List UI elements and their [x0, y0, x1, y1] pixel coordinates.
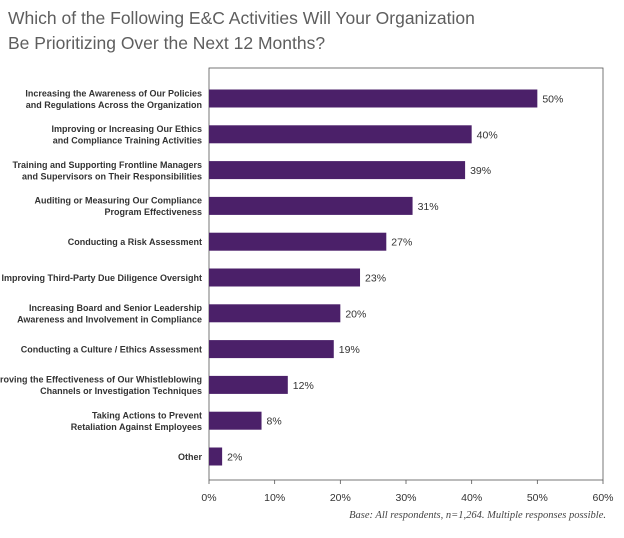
- category-label-line: and Regulations Across the Organization: [26, 100, 202, 110]
- category-label-line: and Supervisors on Their Responsibilitie…: [22, 171, 202, 181]
- chart-title-line: Which of the Following E&C Activities Wi…: [8, 8, 475, 28]
- category-label: Conducting a Risk Assessment: [68, 237, 202, 247]
- chart-title: Which of the Following E&C Activities Wi…: [8, 6, 608, 56]
- bar: [209, 125, 472, 144]
- value-label: 20%: [345, 308, 366, 320]
- category-label-line: Conducting a Culture / Ethics Assessment: [21, 345, 202, 355]
- category-label-line: Auditing or Measuring Our Compliance: [34, 196, 202, 206]
- category-label-line: Program Effectiveness: [104, 207, 202, 217]
- category-label-line: Increasing the Awareness of Our Policies: [25, 88, 202, 98]
- value-label: 19%: [339, 344, 360, 356]
- category-label-line: Improving the Effectiveness of Our Whist…: [0, 375, 202, 385]
- value-label: 12%: [293, 380, 314, 392]
- x-tick-label: 50%: [527, 492, 548, 504]
- value-label: 2%: [227, 452, 242, 464]
- x-tick-label: 10%: [264, 492, 285, 504]
- bar: [209, 89, 538, 108]
- value-label: 27%: [391, 237, 412, 249]
- x-tick-label: 30%: [395, 492, 416, 504]
- category-label: Improving the Effectiveness of Our Whist…: [0, 375, 202, 397]
- footnote: Base: All respondents, n=1,264. Multiple…: [349, 510, 606, 521]
- bar: [209, 268, 361, 287]
- bar: [209, 411, 262, 430]
- bar: [209, 340, 334, 359]
- bar: [209, 161, 466, 180]
- chart-title-line: Be Prioritizing Over the Next 12 Months?: [8, 33, 326, 53]
- bar: [209, 447, 223, 466]
- category-label: Increasing the Awareness of Our Policies…: [25, 88, 202, 110]
- category-label-line: Retaliation Against Employees: [71, 422, 202, 432]
- category-label: Increasing Board and Senior Leadership Aw…: [17, 303, 202, 325]
- x-tick-label: 20%: [330, 492, 351, 504]
- category-label-line: Training and Supporting Frontline Manage…: [12, 160, 202, 170]
- category-label: Improving or Increasing Our Ethics and Co…: [51, 124, 202, 146]
- value-label: 23%: [365, 273, 386, 285]
- bar: [209, 196, 413, 215]
- bar: [209, 232, 387, 251]
- category-label-line: and Compliance Training Activities: [53, 136, 202, 146]
- category-label: Auditing or Measuring Our Compliance Prog…: [34, 196, 202, 218]
- x-tick-label: 40%: [461, 492, 482, 504]
- category-label-line: Improving or Increasing Our Ethics: [51, 124, 202, 134]
- bar: [209, 304, 341, 323]
- category-label: Conducting a Culture / Ethics Assessment: [21, 345, 202, 355]
- value-label: 50%: [542, 94, 563, 106]
- value-label: 40%: [477, 129, 498, 141]
- category-label-line: Awareness and Involvement in Compliance: [17, 315, 202, 325]
- x-tick-label: 0%: [201, 492, 216, 504]
- bar: [209, 375, 288, 394]
- value-label: 31%: [418, 201, 439, 213]
- category-label: Improving Third-Party Due Diligence Over…: [1, 273, 202, 283]
- category-label-line: Channels or Investigation Techniques: [40, 386, 202, 396]
- value-label: 39%: [470, 165, 491, 177]
- value-label: 8%: [267, 416, 282, 428]
- category-label-line: Other: [178, 452, 203, 462]
- x-tick-label: 60%: [592, 492, 613, 504]
- category-label-line: Conducting a Risk Assessment: [68, 237, 202, 247]
- category-label: Training and Supporting Frontline Manage…: [12, 160, 202, 182]
- category-label: Taking Actions to Prevent Retaliation Aga…: [71, 410, 202, 432]
- category-label-line: Improving Third-Party Due Diligence Over…: [1, 273, 202, 283]
- category-label: Other: [178, 452, 203, 462]
- category-label-line: Increasing Board and Senior Leadership: [29, 303, 203, 313]
- category-label-line: Taking Actions to Prevent: [92, 410, 202, 420]
